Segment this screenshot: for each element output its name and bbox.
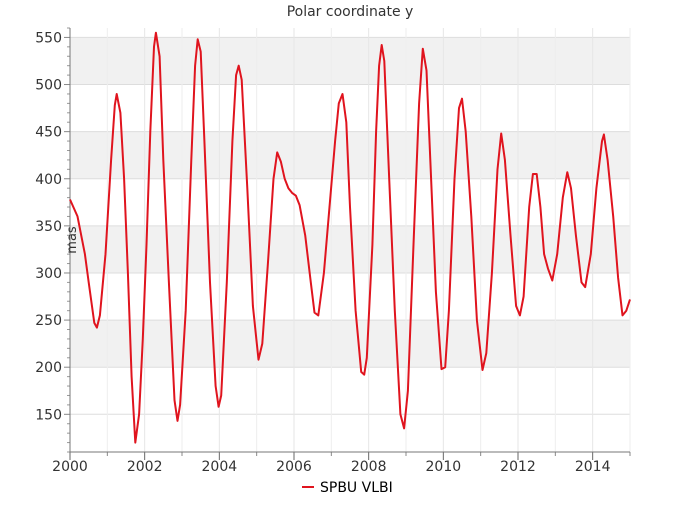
- y-tick-label: 300: [35, 266, 62, 282]
- y-tick-label: 250: [35, 313, 62, 329]
- y-tick-label: 200: [35, 360, 62, 376]
- grid-band: [70, 320, 630, 368]
- y-axis-label: mas: [65, 226, 80, 254]
- x-tick-label: 2012: [500, 459, 536, 475]
- grid-band: [70, 131, 630, 179]
- y-tick-label: 400: [35, 172, 62, 188]
- x-tick-label: 2014: [575, 459, 611, 475]
- y-tick-label: 350: [35, 219, 62, 235]
- series-line: [69, 31, 631, 444]
- y-tick-label: 500: [35, 78, 62, 94]
- x-tick-label: 2004: [202, 459, 238, 475]
- chart-title: Polar coordinate y: [286, 4, 414, 20]
- x-tick-label: 2006: [276, 459, 312, 475]
- x-tick-label: 2002: [127, 459, 163, 475]
- y-tick-label: 150: [35, 407, 62, 423]
- x-tick-label: 2008: [351, 459, 387, 475]
- legend-label: SPBU VLBI: [320, 480, 393, 496]
- y-tick-label: 450: [35, 125, 62, 141]
- x-tick-label: 2010: [426, 459, 462, 475]
- y-tick-label: 550: [35, 30, 62, 46]
- x-tick-label: 2000: [52, 459, 88, 475]
- grid-band: [70, 225, 630, 273]
- grid-band: [70, 37, 630, 85]
